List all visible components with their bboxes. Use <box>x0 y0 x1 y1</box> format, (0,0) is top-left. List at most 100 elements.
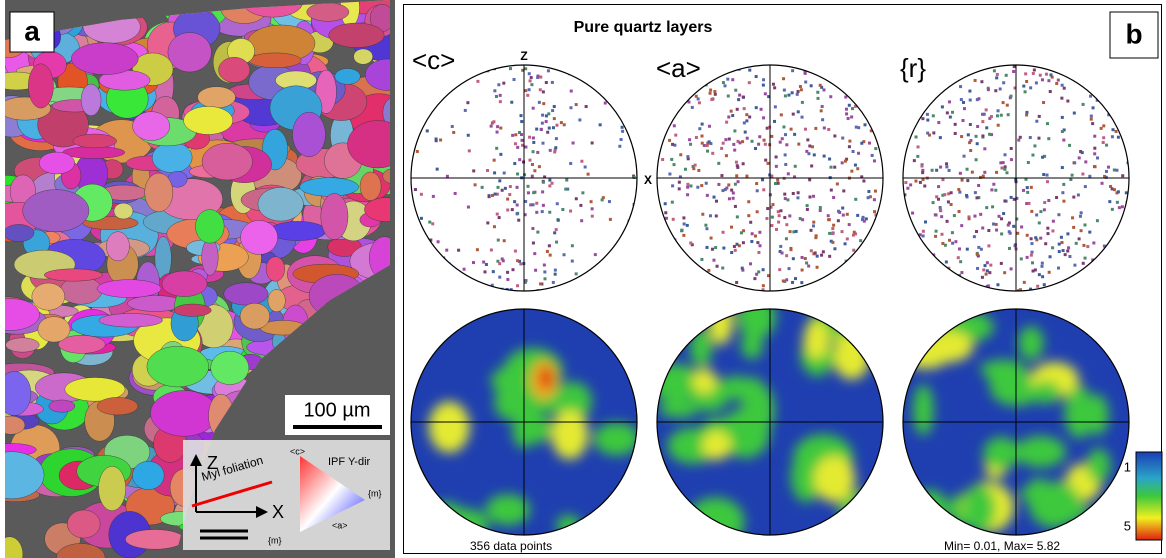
pole-point <box>1041 275 1044 278</box>
pole-point <box>701 135 704 138</box>
pole-point <box>968 217 971 220</box>
pole-point <box>811 145 814 148</box>
pole-point <box>959 260 962 263</box>
grain <box>224 283 268 305</box>
pole-point <box>792 113 795 116</box>
pole-point <box>983 147 986 150</box>
pole-point <box>672 218 675 221</box>
pole-point <box>841 207 844 210</box>
pole-point <box>960 135 963 138</box>
pole-point <box>773 86 776 89</box>
pole-point <box>548 179 551 182</box>
pole-point <box>754 147 757 150</box>
pole-point <box>1008 230 1011 233</box>
pole-point <box>1034 236 1037 239</box>
grain <box>184 106 233 134</box>
pole-point <box>819 209 822 212</box>
pole-point <box>779 245 782 248</box>
pole-point <box>1062 183 1065 186</box>
density-blob <box>814 456 855 503</box>
pole-point <box>793 133 796 136</box>
grain <box>71 43 138 75</box>
pole-point <box>790 128 793 131</box>
pole-point <box>1055 82 1058 85</box>
pole-point <box>756 189 759 192</box>
pole-point <box>1022 189 1025 192</box>
pole-point <box>1025 114 1028 117</box>
pole-point <box>542 142 545 145</box>
pole-point <box>939 136 942 139</box>
pole-point <box>563 253 566 256</box>
pole-point <box>806 208 809 211</box>
pole-point <box>482 261 485 264</box>
pole-point <box>842 214 845 217</box>
pole-point <box>1020 225 1023 228</box>
pole-point <box>975 230 978 233</box>
pole-point <box>926 113 929 116</box>
pole-point <box>784 197 787 200</box>
pole-point <box>830 166 833 169</box>
pole-point <box>591 215 594 218</box>
pole-point <box>968 90 971 93</box>
pole-point <box>1042 173 1045 176</box>
pole-point <box>1031 261 1034 264</box>
pole-point <box>1041 156 1044 159</box>
pole-point <box>997 124 1000 127</box>
pole-point <box>797 191 800 194</box>
pole-point <box>799 85 802 88</box>
pole-point <box>714 93 717 96</box>
pole-point <box>828 157 831 160</box>
pole-point <box>569 210 572 213</box>
pole-point <box>601 198 604 201</box>
pole-point <box>931 169 934 172</box>
pole-point <box>706 150 709 153</box>
pole-point <box>1073 161 1076 164</box>
pole-point <box>812 221 815 224</box>
pole-point <box>1088 175 1091 178</box>
pole-point <box>762 84 765 87</box>
pole-point <box>796 93 799 96</box>
pole-point <box>988 133 991 136</box>
pole-point <box>781 137 784 140</box>
pole-point <box>981 227 984 230</box>
pole-point <box>1002 161 1005 164</box>
pole-point <box>1061 84 1064 87</box>
pole-point <box>697 97 700 100</box>
panel-label: a <box>24 15 40 46</box>
pole-point <box>492 120 495 123</box>
pole-point <box>452 131 455 134</box>
pole-point <box>954 132 957 135</box>
pole-point <box>1026 191 1029 194</box>
pole-point <box>531 163 534 166</box>
ipf-label: {m} <box>268 535 282 545</box>
pole-point <box>749 221 752 224</box>
pole-point <box>1115 169 1118 172</box>
pole-point <box>536 231 539 234</box>
pole-point <box>857 152 860 155</box>
pole-point <box>747 214 750 217</box>
pole-point <box>541 190 544 193</box>
pole-point <box>585 105 588 108</box>
pole-point <box>974 191 977 194</box>
pole-point <box>1000 232 1003 235</box>
pole-point <box>1033 68 1036 71</box>
pole-point <box>1111 135 1114 138</box>
pole-point <box>852 249 855 252</box>
pole-point <box>762 116 765 119</box>
pole-point <box>845 108 848 111</box>
pole-point <box>1000 262 1003 265</box>
pole-point <box>493 159 496 162</box>
density-blob <box>702 430 731 460</box>
pole-point <box>1117 136 1120 139</box>
pole-point <box>805 150 808 153</box>
pole-point <box>932 131 935 134</box>
pole-point <box>966 179 969 182</box>
pole-point <box>520 120 523 123</box>
pole-point <box>921 171 924 174</box>
pole-point <box>846 237 849 240</box>
pole-point <box>976 125 979 128</box>
pole-point <box>981 276 984 279</box>
pole-point <box>511 268 514 271</box>
grain <box>132 461 164 489</box>
pole-point <box>935 169 938 172</box>
